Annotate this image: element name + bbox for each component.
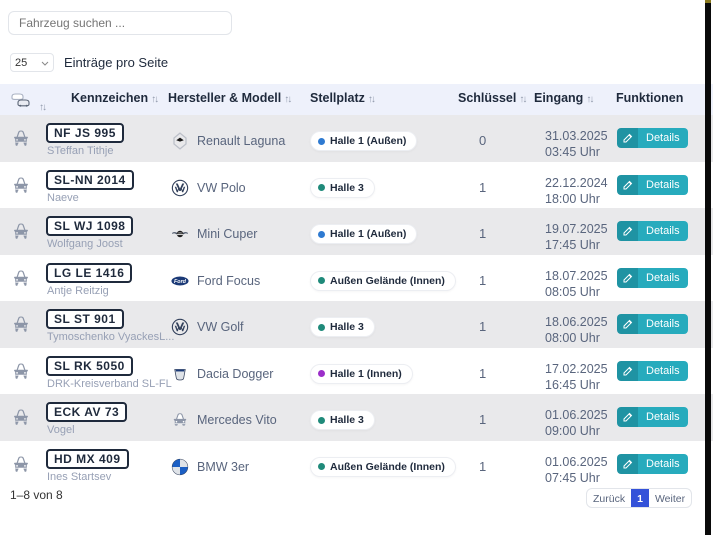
svg-text:Ford: Ford xyxy=(174,279,187,285)
